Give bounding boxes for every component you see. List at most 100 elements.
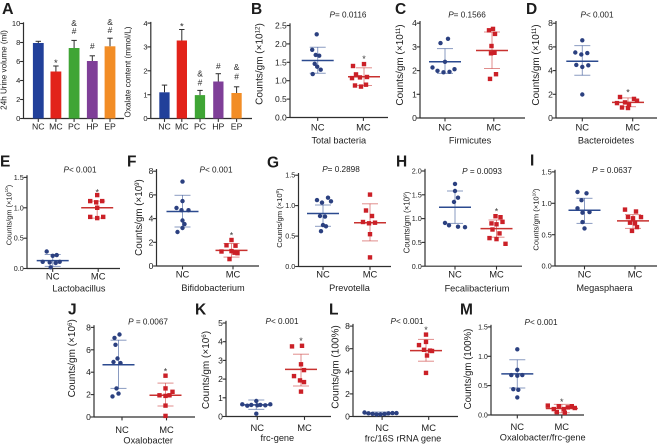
svg-text:0.5: 0.5 — [542, 230, 552, 239]
svg-text:1.0: 1.0 — [478, 354, 488, 361]
svg-text:P< 0.001: P< 0.001 — [265, 317, 298, 326]
svg-text:2.0: 2.0 — [412, 167, 422, 176]
svg-text:E: E — [0, 154, 10, 171]
svg-text:frc/16S rRNA gene: frc/16S rRNA gene — [365, 434, 442, 444]
svg-text:4: 4 — [345, 366, 350, 376]
svg-text:3: 3 — [218, 355, 223, 365]
svg-text:P= 0.2898: P= 0.2898 — [322, 165, 360, 174]
svg-text:#: # — [198, 77, 203, 87]
svg-text:0.5: 0.5 — [275, 94, 287, 104]
svg-text:0.0: 0.0 — [275, 113, 287, 123]
svg-text:Oxalate content (mmol/L): Oxalate content (mmol/L) — [124, 26, 133, 117]
svg-text:Counts/gm (×106): Counts/gm (×106) — [201, 331, 212, 409]
svg-text:&: & — [234, 62, 240, 72]
svg-text:MC: MC — [625, 122, 640, 133]
svg-text:B: B — [251, 1, 262, 18]
svg-text:Counts/gm (100%): Counts/gm (100%) — [463, 329, 474, 410]
svg-text:1: 1 — [412, 89, 417, 99]
svg-text:H: H — [396, 154, 407, 171]
svg-text:P< 0.001: P< 0.001 — [390, 317, 423, 326]
svg-text:Fecalibacterium: Fecalibacterium — [445, 283, 510, 293]
svg-text:MC: MC — [49, 121, 63, 131]
svg-text:6: 6 — [345, 344, 350, 354]
svg-text:1.0: 1.0 — [542, 199, 552, 208]
svg-text:Megasphaera: Megasphaera — [576, 283, 633, 293]
svg-text:MC: MC — [555, 421, 570, 432]
svg-text:NC: NC — [448, 268, 462, 279]
svg-text:0: 0 — [548, 113, 553, 123]
svg-text:#: # — [108, 25, 113, 35]
svg-text:NC: NC — [176, 268, 190, 279]
svg-text:1: 1 — [218, 393, 223, 403]
svg-text:1.5: 1.5 — [542, 168, 552, 177]
svg-text:2: 2 — [143, 67, 147, 76]
svg-text:10: 10 — [12, 19, 20, 28]
svg-text:NC: NC — [578, 268, 592, 279]
svg-text:MC: MC — [356, 122, 371, 133]
svg-text:*: * — [299, 336, 303, 346]
svg-text:&: & — [107, 17, 113, 27]
svg-text:HP: HP — [212, 121, 224, 131]
svg-text:P< 0.001: P< 0.001 — [580, 10, 613, 19]
svg-text:#: # — [216, 61, 221, 71]
svg-text:Prevotella: Prevotella — [329, 283, 371, 293]
svg-text:1.5: 1.5 — [275, 57, 287, 67]
svg-text:0.0: 0.0 — [412, 262, 422, 271]
svg-text:1.5: 1.5 — [285, 171, 295, 180]
svg-text:EP: EP — [104, 121, 116, 131]
svg-text:P< 0.001: P< 0.001 — [63, 166, 96, 175]
svg-text:MC: MC — [487, 122, 502, 133]
svg-text:0: 0 — [143, 114, 147, 123]
svg-text:PC: PC — [194, 121, 206, 131]
svg-text:8: 8 — [548, 18, 553, 28]
svg-text:J: J — [68, 302, 77, 319]
svg-text:1.5: 1.5 — [14, 173, 24, 182]
svg-text:0.5: 0.5 — [412, 238, 422, 247]
svg-text:NC: NC — [311, 122, 325, 133]
svg-text:MC: MC — [297, 422, 312, 433]
svg-text:NC: NC — [115, 424, 129, 435]
svg-text:*: * — [424, 325, 428, 335]
svg-text:4: 4 — [16, 76, 20, 85]
svg-text:2: 2 — [218, 374, 223, 384]
svg-text:NC: NC — [438, 122, 452, 133]
svg-text:*: * — [560, 397, 564, 407]
svg-text:C: C — [395, 1, 406, 18]
svg-text:2.5: 2.5 — [275, 21, 287, 31]
svg-text:Bifidobacterium: Bifidobacterium — [181, 283, 245, 293]
svg-text:I: I — [530, 153, 534, 170]
svg-text:6: 6 — [149, 190, 154, 200]
svg-text:NC: NC — [32, 121, 45, 131]
svg-text:0.0: 0.0 — [542, 262, 552, 271]
svg-text:NC: NC — [375, 422, 389, 433]
svg-text:*: * — [164, 367, 168, 377]
svg-text:P= 0.1566: P= 0.1566 — [448, 10, 486, 19]
svg-text:MC: MC — [489, 268, 504, 279]
svg-text:&: & — [71, 18, 77, 28]
svg-text:HP: HP — [86, 121, 98, 131]
svg-text:6: 6 — [548, 42, 553, 52]
svg-text:#: # — [72, 26, 77, 36]
svg-text:Counts/gm (×1010): Counts/gm (×1010) — [531, 188, 540, 250]
svg-text:0.0: 0.0 — [14, 264, 24, 273]
svg-text:1.0: 1.0 — [14, 203, 24, 212]
svg-text:*: * — [95, 187, 99, 197]
svg-text:6: 6 — [16, 57, 20, 66]
svg-text:8: 8 — [345, 321, 350, 331]
svg-text:24h Urine volume (ml): 24h Urine volume (ml) — [0, 30, 9, 110]
svg-text:1.5: 1.5 — [478, 324, 488, 331]
svg-text:4: 4 — [218, 337, 223, 347]
svg-text:2.0: 2.0 — [275, 39, 287, 49]
svg-text:Counts/gm (×108): Counts/gm (×108) — [275, 188, 284, 248]
svg-text:0: 0 — [345, 412, 350, 422]
svg-text:0: 0 — [86, 412, 91, 422]
svg-text:4: 4 — [548, 66, 553, 76]
svg-text:0.5: 0.5 — [478, 383, 488, 390]
svg-text:Counts/gm (×109): Counts/gm (×109) — [402, 191, 411, 253]
svg-text:4: 4 — [412, 18, 417, 28]
svg-text:&: & — [197, 68, 203, 78]
svg-text:8: 8 — [86, 322, 91, 332]
svg-text:NC: NC — [158, 121, 171, 131]
svg-text:D: D — [526, 1, 537, 18]
svg-text:NC: NC — [511, 421, 525, 432]
